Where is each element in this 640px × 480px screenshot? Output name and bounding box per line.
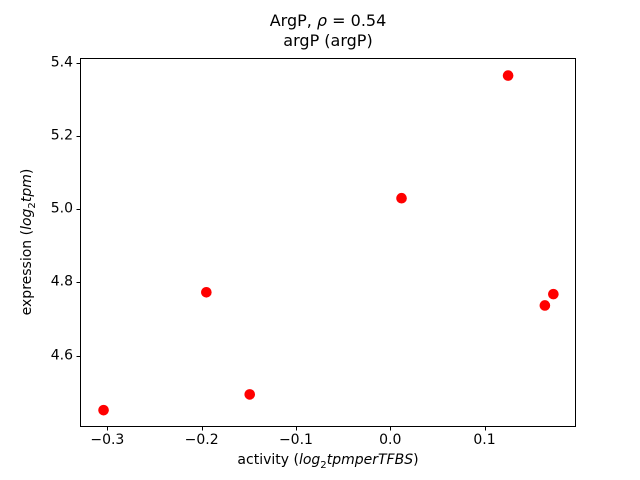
x-tick-label: −0.3 <box>90 432 125 448</box>
xlabel-subscript: 2 <box>320 459 327 471</box>
x-axis-label: activity (log2tpmperTFBS) <box>237 452 419 471</box>
title-prefix: ArgP, <box>269 11 317 30</box>
ylabel-math-rest: tpm <box>19 174 35 203</box>
rho-symbol: ρ <box>316 11 328 30</box>
y-axis-label: expression (log2tpm) <box>19 168 38 316</box>
data-point <box>244 389 256 400</box>
x-tick-label: 0.1 <box>473 432 496 448</box>
xlabel-math-rest: tpmperTFBS <box>326 452 414 468</box>
data-point <box>201 286 212 298</box>
data-point <box>98 404 109 416</box>
y-tick-label: 5.2 <box>50 127 73 144</box>
x-tick-label: −0.1 <box>278 432 313 448</box>
xlabel-prefix: activity ( <box>237 452 299 468</box>
y-tick-label: 4.6 <box>50 347 73 364</box>
xlabel-math: log <box>298 452 321 468</box>
ylabel-math: log <box>19 208 35 230</box>
ylabel-subscript: 2 <box>26 202 38 209</box>
x-tick-label: 0.0 <box>379 432 402 448</box>
ylabel-suffix: ) <box>19 168 35 175</box>
axes-frame <box>80 58 576 427</box>
data-point <box>548 288 559 300</box>
plot-title: ArgP, ρ = 0.54 argP (argP) <box>270 11 387 51</box>
x-tick-label: −0.2 <box>184 432 219 448</box>
y-tick-label: 5.0 <box>50 200 73 217</box>
plot-title-line1: ArgP, ρ = 0.54 <box>270 11 387 31</box>
data-point <box>502 70 514 81</box>
ylabel-prefix: expression ( <box>19 229 35 316</box>
y-tick-label: 5.4 <box>50 54 73 71</box>
plot-title-line2: argP (argP) <box>283 31 373 50</box>
data-point <box>539 300 551 311</box>
data-point <box>396 192 407 204</box>
xlabel-suffix: ) <box>413 452 419 468</box>
title-suffix: = 0.54 <box>327 11 387 30</box>
y-tick-label: 4.8 <box>50 273 73 290</box>
